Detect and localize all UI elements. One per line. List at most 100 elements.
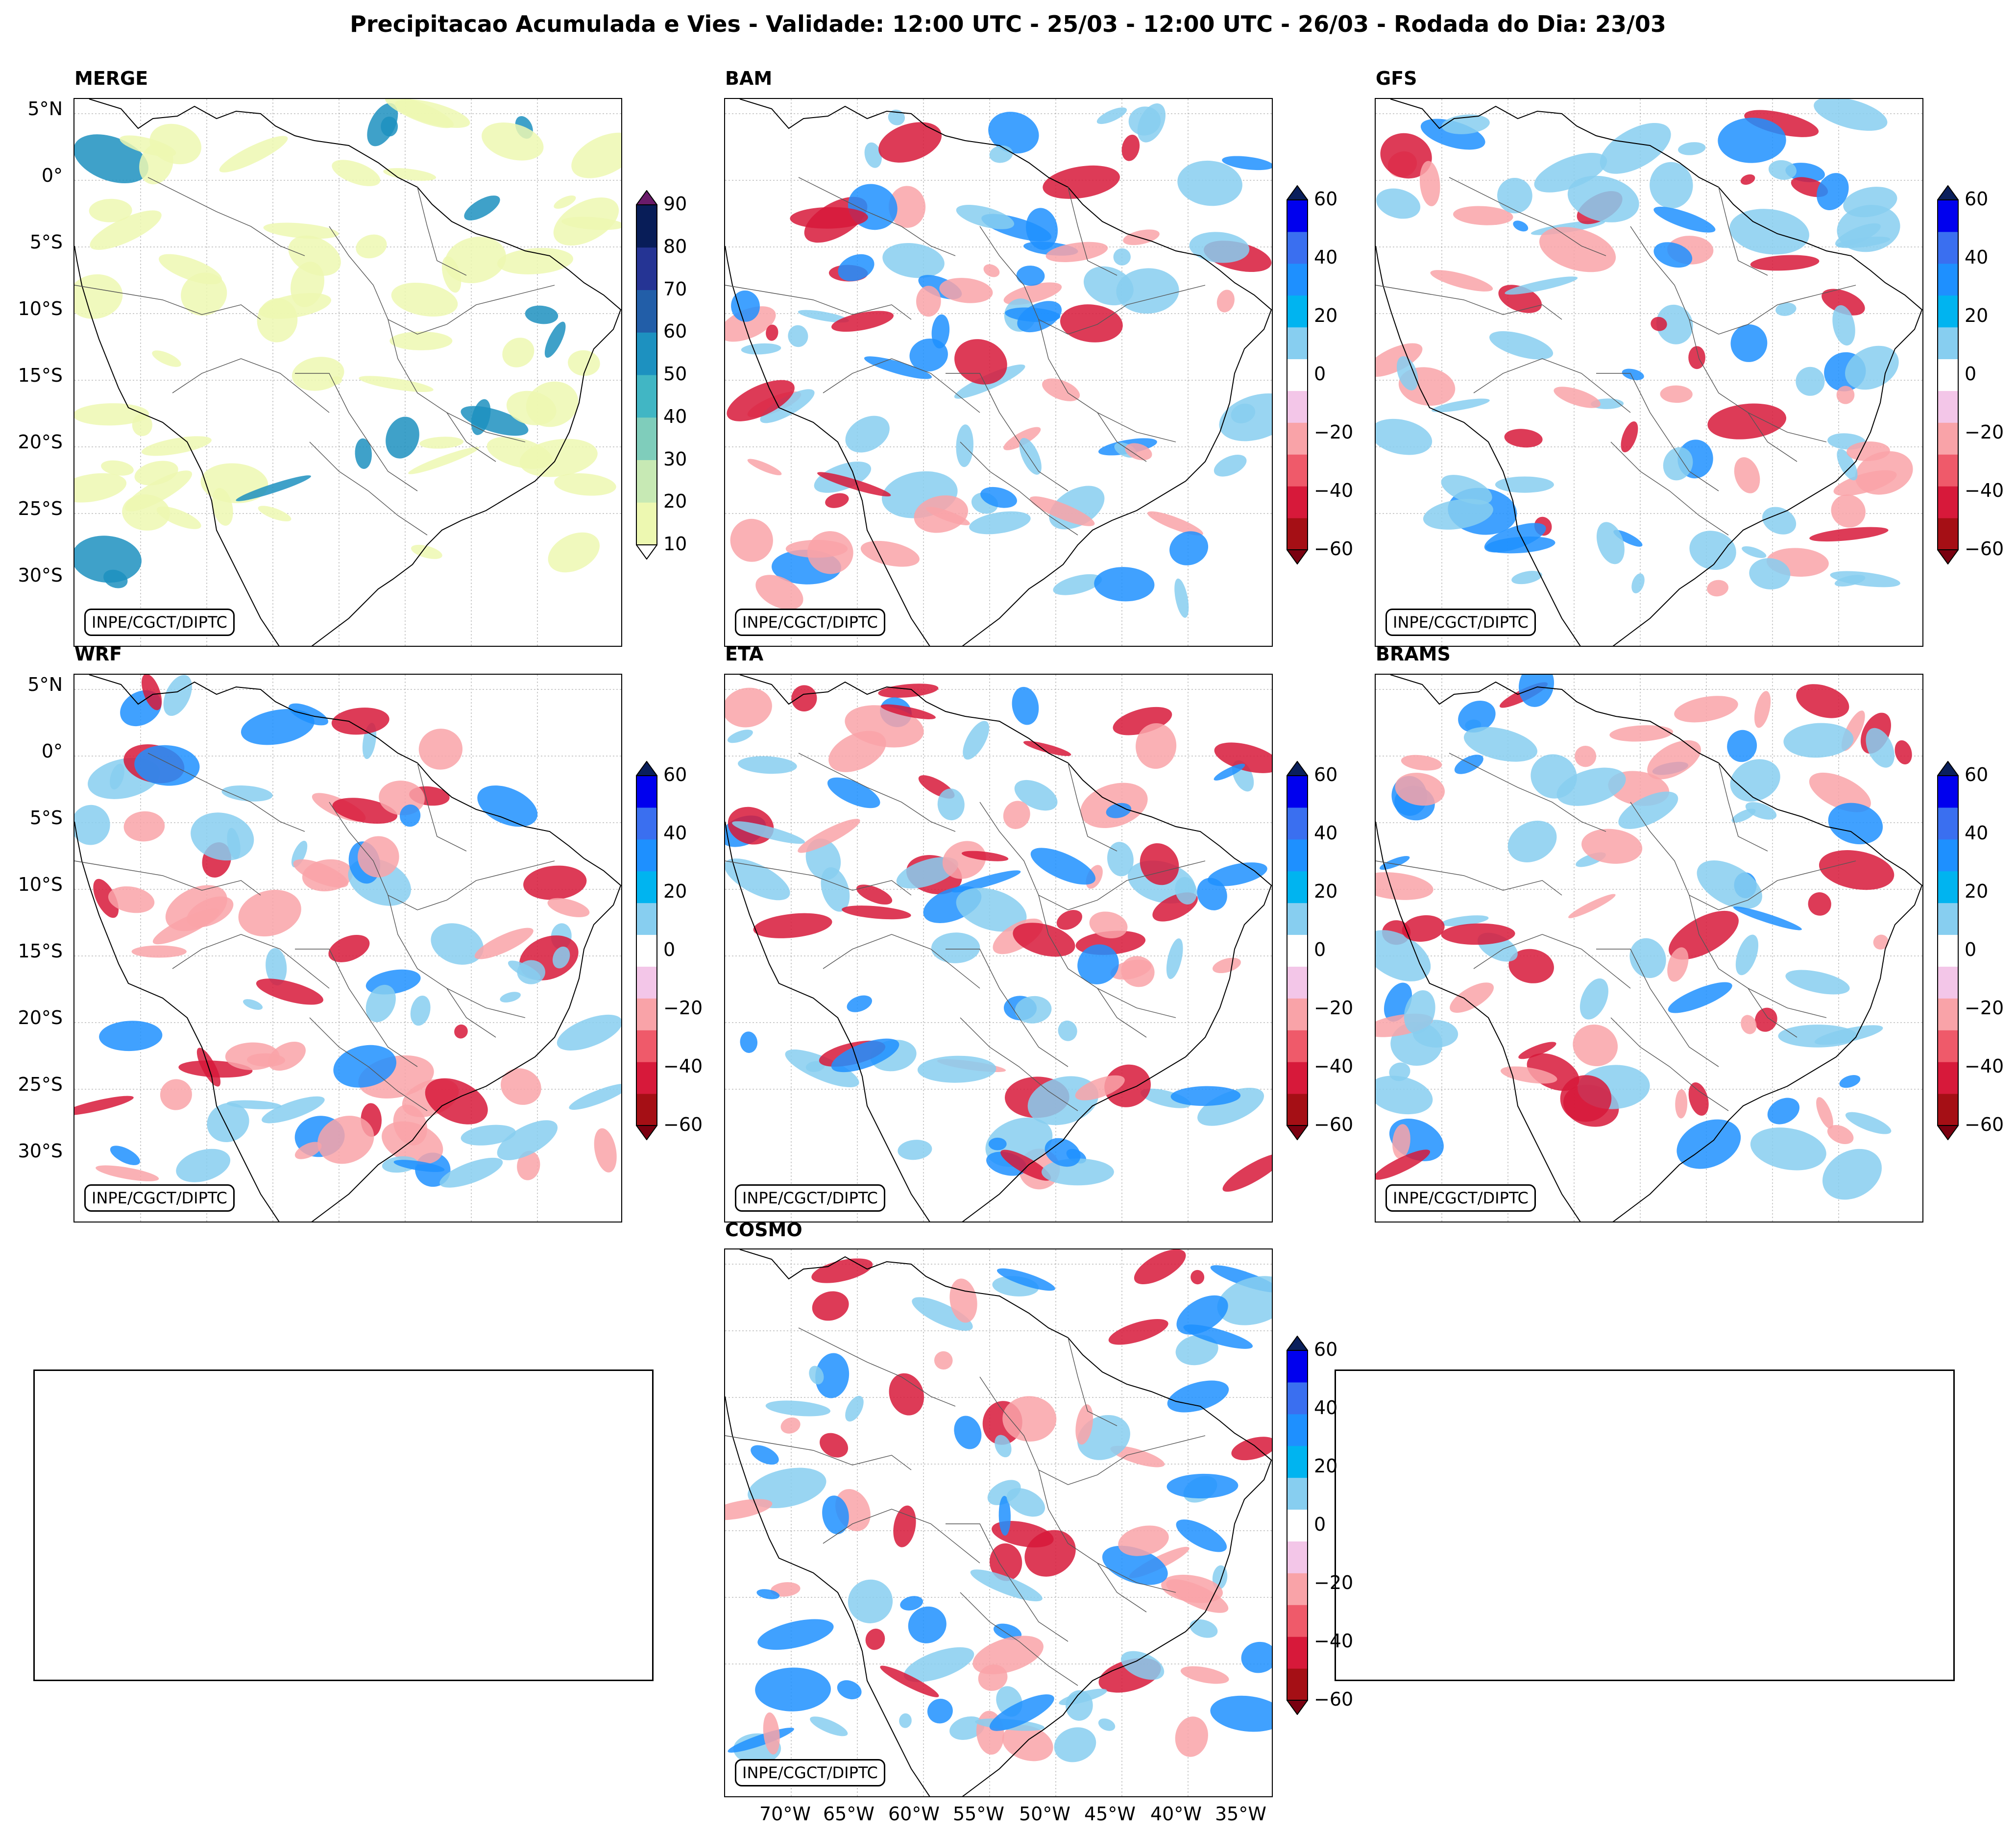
colorbar-tick-label: 60 [663,320,687,342]
colorbar-tick-label: −40 [1965,480,2004,501]
colorbar-tick-label: −60 [1314,538,1354,560]
map-wrf: INPE/CGCT/DIPTC [73,674,622,1223]
colorbar-bias-eta: 60 40 20 0 −20 −40 −60 [1287,761,1353,1140]
panel-title-wrf: WRF [74,643,122,665]
lat-label: 5°S [29,807,63,829]
credit-label: INPE/CGCT/DIPTC [735,609,885,636]
colorbar-tick-label: 20 [663,490,687,513]
colorbar-tick-label: −20 [663,997,703,1019]
colorbar-tick-label: 40 [1965,822,1989,844]
lat-label: 15°S [18,365,63,386]
map-merge: INPE/CGCT/DIPTC [73,98,622,647]
colorbar-tick-label: 0 [1314,1514,1326,1535]
colorbar-bias-bam: 60 40 20 0 −20 −40 −60 [1287,185,1353,564]
lon-label: 35°W [1215,1803,1266,1825]
colorbar-tick-label: −40 [1314,480,1354,501]
colorbar-tick-label: −20 [1314,1572,1354,1593]
colorbar-tick-label: 0 [1314,363,1326,385]
colorbar-tick-label: 60 [1965,188,1989,210]
lat-label: 5°S [29,231,63,253]
credit-label: INPE/CGCT/DIPTC [84,609,235,636]
colorbar-tick-label: −40 [1314,1630,1354,1652]
colorbar-tick-label: 40 [1314,1397,1338,1418]
colorbar-tick-label: −60 [1314,1114,1354,1135]
colorbar-tick-label: 20 [1314,880,1338,902]
lat-label: 10°S [18,874,63,895]
colorbar-tick-label: 0 [1965,939,1977,960]
colorbar-tick-label: 60 [1314,188,1338,210]
colorbar-tick-label: 60 [1314,764,1338,785]
lat-label: 0° [41,165,63,186]
colorbar-tick-label: 0 [663,939,676,960]
lat-label: 30°S [18,564,63,586]
colorbar-tick-label: 20 [1314,1455,1338,1477]
colorbar-precip: 90 80 70 60 50 40 30 20 10 [636,190,687,560]
empty-panel-right [1335,1369,1955,1681]
colorbar-tick-label: 50 [663,363,687,385]
lat-label: 20°S [18,431,63,453]
lat-label: 15°S [18,940,63,962]
colorbar-tick-label: −60 [1314,1688,1354,1710]
colorbar-tick-label: −40 [1965,1055,2004,1077]
figure-title: Precipitacao Acumulada e Vies - Validade… [350,11,1666,37]
colorbar-tick-label: 60 [1965,764,1989,785]
colorbar-tick-label: −60 [1965,538,2004,560]
map-gfs: INPE/CGCT/DIPTC [1375,98,1923,647]
colorbar-tick-label: 60 [663,764,687,785]
colorbar-bias-cosmo: 60 40 20 0 −20 −40 −60 [1287,1336,1353,1715]
credit-label: INPE/CGCT/DIPTC [84,1184,235,1212]
colorbar-tick-label: 80 [663,235,687,257]
empty-panel-left [33,1369,654,1681]
colorbar-tick-label: 20 [1314,305,1338,326]
lat-label: 5°N [27,674,63,695]
colorbar-tick-label: 20 [1965,305,1989,326]
panel-title-cosmo: COSMO [725,1219,802,1241]
lat-label: 5°N [27,98,63,120]
colorbar-tick-label: 0 [1314,939,1326,960]
lat-label: 25°S [18,498,63,519]
colorbar-tick-label: −40 [1314,1055,1354,1077]
panel-title-bam: BAM [725,68,773,89]
credit-label: INPE/CGCT/DIPTC [1385,609,1536,636]
colorbar-bias-gfs: 60 40 20 0 −20 −40 −60 [1937,185,2004,564]
panel-title-gfs: GFS [1376,68,1417,89]
colorbar-tick-label: −60 [1965,1114,2004,1135]
colorbar-tick-label: 70 [663,278,687,300]
colorbar-tick-label: −60 [663,1114,703,1135]
panel-title-eta: ETA [725,643,764,665]
colorbar-tick-label: 40 [1965,246,1989,268]
colorbar-tick-label: 20 [663,880,687,902]
map-bam: INPE/CGCT/DIPTC [724,98,1273,647]
lon-label: 50°W [1019,1803,1070,1825]
credit-label: INPE/CGCT/DIPTC [735,1184,885,1212]
colorbar-tick-label: −20 [1965,997,2004,1019]
colorbar-bias-wrf: 60 40 20 0 −20 −40 −60 [636,761,703,1140]
map-cosmo: INPE/CGCT/DIPTC [724,1248,1273,1797]
lat-label: 0° [41,740,63,762]
lat-label: 20°S [18,1007,63,1028]
lon-label: 45°W [1084,1803,1136,1825]
lon-label: 70°W [759,1803,811,1825]
lat-label: 10°S [18,298,63,319]
colorbar-tick-label: 20 [1965,880,1989,902]
colorbar-tick-label: 30 [663,448,687,470]
lon-label: 60°W [888,1803,940,1825]
credit-label: INPE/CGCT/DIPTC [1385,1184,1536,1212]
colorbar-bias-brams: 60 40 20 0 −20 −40 −60 [1937,761,2004,1140]
panel-title-brams: BRAMS [1376,643,1451,665]
colorbar-tick-label: 40 [1314,822,1338,844]
lon-label: 65°W [823,1803,874,1825]
colorbar-tick-label: −20 [1314,421,1354,443]
colorbar-tick-label: 40 [663,822,687,844]
colorbar-tick-label: −20 [1314,997,1354,1019]
credit-label: INPE/CGCT/DIPTC [735,1759,885,1786]
colorbar-tick-label: 60 [1314,1339,1338,1360]
colorbar-tick-label: 0 [1965,363,1977,385]
lat-label: 25°S [18,1074,63,1095]
map-brams: INPE/CGCT/DIPTC [1375,674,1923,1223]
colorbar-tick-label: 10 [663,533,687,555]
lat-label: 30°S [18,1140,63,1162]
colorbar-tick-label: −20 [1965,421,2004,443]
colorbar-tick-label: 90 [663,193,687,215]
colorbar-tick-label: 40 [1314,246,1338,268]
